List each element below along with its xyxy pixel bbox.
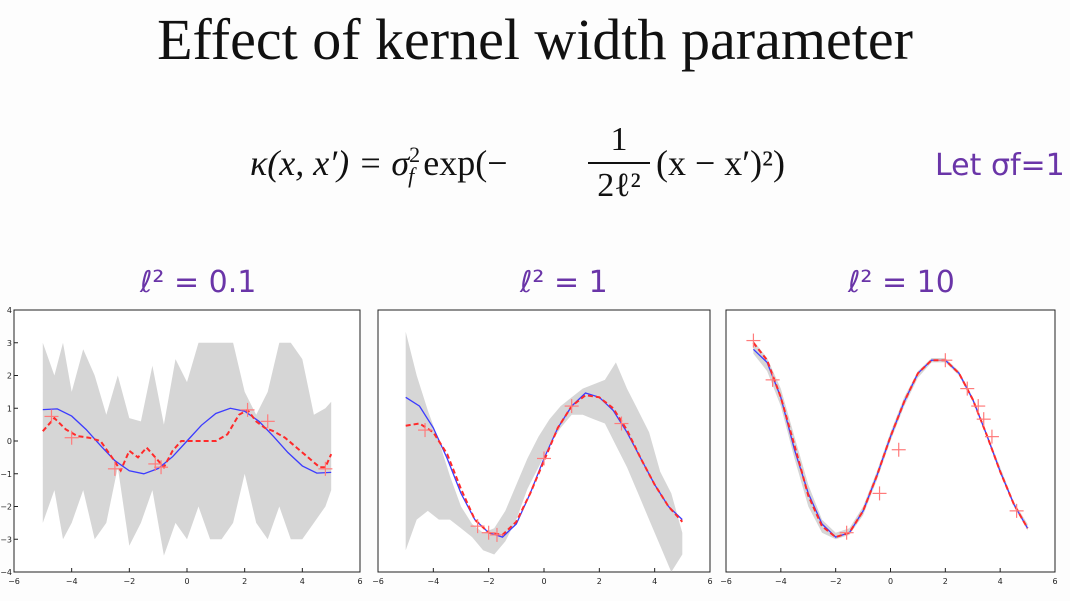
sample-marker — [971, 399, 986, 414]
sample-marker — [938, 353, 953, 368]
x-tick-label: −6 — [372, 577, 384, 586]
y-tick-label: 3 — [7, 339, 12, 348]
x-tick-label: −4 — [775, 577, 787, 586]
plot-l2-10: −6 −4 −2 0 2 4 6 — [720, 300, 1065, 590]
y-tick-label: −4 — [0, 568, 12, 577]
slide-title: Effect of kernel width parameter — [157, 7, 913, 72]
sample-marker — [839, 525, 854, 540]
x-tick-label: −6 — [8, 577, 20, 586]
sample-marker — [318, 461, 333, 476]
x-tick-label: −4 — [66, 577, 78, 586]
sample-marker — [765, 372, 780, 387]
sample-marker — [564, 399, 579, 414]
sample-marker — [614, 416, 629, 431]
posterior-mean-line — [405, 394, 684, 536]
sample-marker — [1009, 503, 1024, 518]
plot-l2-0-1: −6 −4 −2 0 2 4 6 4 3 2 1 0 −1 −2 −3 −4 — [0, 300, 370, 590]
label-l2-10: ℓ² = 10 — [848, 265, 955, 300]
sample-marker — [537, 451, 551, 466]
x-tick-label: −4 — [427, 577, 439, 586]
sample-marker — [148, 456, 163, 471]
x-tick-label: 0 — [888, 577, 893, 586]
x-tick-label: −2 — [483, 577, 495, 586]
sample-marker — [976, 412, 991, 427]
plot-l2-1: −6 −4 −2 0 2 4 6 — [370, 300, 715, 590]
sample-marker — [240, 402, 255, 417]
x-tick-label: −2 — [123, 577, 135, 586]
x-tick-label: 4 — [998, 577, 1003, 586]
sample-marker — [489, 527, 504, 542]
x-tick-label: 6 — [357, 577, 362, 586]
x-tick-label: −2 — [830, 577, 842, 586]
label-l2-0-1: ℓ² = 0.1 — [140, 265, 257, 300]
formula-fraction: 1 2ℓ² — [588, 120, 650, 206]
y-tick-label: −1 — [0, 470, 12, 479]
sample-marker — [481, 525, 496, 540]
kernel-formula: κ(x, x′) = σ2f exp(− 1 2ℓ² (x − x′)²) — [250, 120, 850, 220]
x-tick-label: 4 — [300, 577, 305, 586]
x-tick-label: 6 — [1052, 577, 1057, 586]
y-tick-label: −2 — [0, 503, 12, 512]
y-tick-label: 0 — [7, 437, 12, 446]
sample-marker — [891, 442, 906, 457]
confidence-band — [753, 340, 1028, 540]
x-tick-label: −6 — [720, 577, 732, 586]
formula-lhs: κ(x, x′) = σ2f exp(− — [250, 142, 508, 189]
annotation-let-sigma: Let σf=1 — [935, 148, 1065, 183]
chart-svg-2: −6 −4 −2 0 2 4 6 — [720, 309, 1058, 586]
sample-marker — [470, 519, 485, 534]
x-tick-label: 6 — [707, 577, 712, 586]
posterior-mean-line — [752, 342, 1029, 539]
confidence-band — [42, 342, 332, 556]
sample-marker — [154, 460, 169, 475]
y-tick-label: 4 — [7, 306, 12, 315]
y-tick-label: 1 — [7, 404, 12, 413]
label-l2-1: ℓ² = 1 — [520, 265, 608, 300]
chart-svg-1: −6 −4 −2 0 2 4 6 — [372, 309, 713, 586]
sample-marker — [746, 333, 761, 348]
x-tick-label: 0 — [541, 577, 546, 586]
x-tick-label: 2 — [242, 577, 247, 586]
sample-marker — [960, 381, 975, 396]
y-tick-label: 2 — [7, 372, 12, 381]
sample-marker — [64, 430, 79, 445]
sample-marker — [107, 461, 122, 476]
sample-marker — [984, 429, 999, 444]
sample-marker — [260, 414, 275, 429]
true-function-line — [42, 407, 332, 475]
formula-tail: (x − x′)²) — [656, 143, 785, 183]
sample-marker — [418, 423, 433, 438]
sample-marker — [44, 409, 59, 424]
x-tick-label: 2 — [597, 577, 602, 586]
sample-marker — [872, 486, 887, 501]
y-tick-label: −3 — [0, 535, 12, 544]
x-tick-label: 2 — [943, 577, 948, 586]
x-tick-label: 4 — [652, 577, 657, 586]
posterior-mean-line — [42, 408, 333, 473]
x-tick-label: 0 — [184, 577, 189, 586]
